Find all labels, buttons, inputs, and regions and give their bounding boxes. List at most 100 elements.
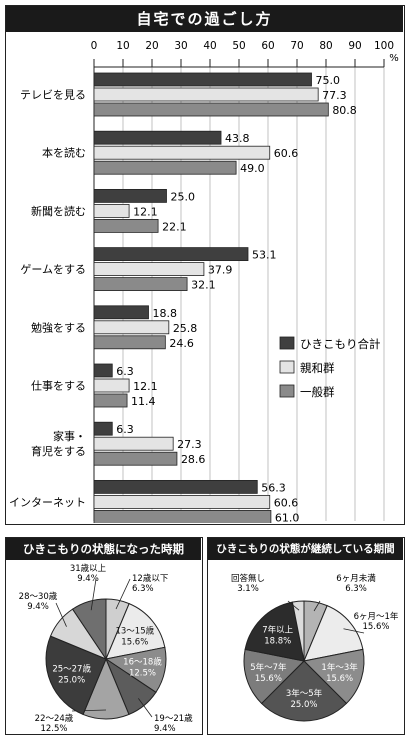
x-tick-label: 20 — [145, 40, 158, 52]
bar — [93, 188, 167, 203]
bar — [93, 277, 188, 292]
duration-title: ひきこもりの状態が継続している期間 — [208, 538, 403, 560]
pie-slice — [71, 598, 107, 661]
percent-unit: % — [389, 53, 399, 64]
pie-slice — [244, 601, 305, 662]
slice-label: 28～30歳 — [19, 591, 58, 602]
bar — [93, 320, 170, 335]
bar — [93, 436, 174, 451]
bar — [93, 218, 159, 233]
leader-line — [55, 602, 67, 627]
bar — [93, 421, 113, 436]
bar-value-label: 60.6 — [274, 496, 299, 509]
bar-value-label: 77.3 — [322, 89, 347, 102]
top-title: 自宅での過ごし方 — [6, 6, 403, 32]
pie-slice — [260, 660, 348, 722]
pie-slice — [302, 648, 365, 705]
legend-swatch — [279, 360, 295, 374]
bar — [93, 87, 319, 102]
slice-label: 6ヶ月～1年 — [354, 611, 399, 622]
slice-value: 12.5% — [40, 724, 67, 733]
bar-value-label: 6.3 — [116, 365, 133, 378]
bar — [93, 145, 271, 160]
x-tick-label: 100 — [374, 40, 394, 52]
slice-label: 25～27歳 — [52, 663, 91, 674]
slice-label: 13～15歳 — [115, 625, 154, 636]
bar — [93, 305, 149, 320]
x-tick-label: 0 — [91, 40, 98, 52]
slice-value: 3.1% — [237, 584, 259, 594]
slice-value: 25.0% — [58, 675, 85, 685]
slice-label: 6ヶ月未満 — [336, 573, 376, 584]
pie-slice — [291, 600, 305, 662]
slice-value: 9.4% — [154, 724, 176, 733]
x-tick-label: 60 — [261, 40, 274, 52]
bar — [93, 393, 128, 408]
bar-value-label: 6.3 — [116, 423, 133, 436]
x-tick-label: 70 — [290, 40, 303, 52]
legend-label: 親和群 — [300, 361, 335, 375]
bar — [93, 247, 249, 262]
slice-label: 12歳以下 — [132, 573, 169, 584]
slice-value: 18.8% — [264, 637, 291, 647]
x-tick-label: 40 — [203, 40, 216, 52]
slice-label: 19～21歳 — [154, 713, 193, 724]
bar-value-label: 49.0 — [240, 162, 265, 175]
bar — [93, 509, 272, 523]
bar-value-label: 12.1 — [133, 380, 158, 393]
x-tick-label: 80 — [319, 40, 332, 52]
bar-value-label: 60.6 — [274, 147, 299, 160]
x-tick-label: 50 — [232, 40, 245, 52]
slice-value: 9.4% — [77, 574, 99, 584]
slice-label: 5年～7年 — [250, 662, 287, 673]
duration-panel: ひきこもりの状態が継続している期間 6ヶ月未満 6.3% 6ヶ月～1年 15.6% 回答… — [207, 537, 405, 735]
bar — [93, 451, 178, 466]
slice-value: 25.0% — [290, 700, 317, 710]
category-label: 勉強をする — [31, 320, 86, 334]
bar — [93, 378, 130, 393]
bar — [93, 130, 222, 145]
bar — [93, 72, 312, 87]
slice-label: 1年～3年 — [321, 662, 358, 673]
bar-value-label: 25.8 — [173, 322, 198, 335]
bar — [93, 494, 271, 509]
x-tick-label: 90 — [348, 40, 361, 52]
bar — [93, 262, 205, 277]
slice-label: 22～24歳 — [35, 713, 74, 724]
pie-slice — [45, 635, 107, 716]
leader-line — [115, 578, 131, 610]
x-tick-label: 30 — [174, 40, 187, 52]
category-label: 新聞を読む — [31, 204, 86, 218]
bar — [93, 160, 237, 175]
bar-value-label: 28.6 — [181, 453, 206, 466]
bar-value-label: 12.1 — [133, 205, 158, 218]
leader-line — [287, 600, 300, 611]
bar-value-label: 61.0 — [275, 511, 300, 523]
slice-label: 31歳以上 — [70, 563, 107, 574]
bar-value-label: 27.3 — [177, 438, 202, 451]
category-label: 育児をする — [31, 444, 86, 458]
top-panel: 自宅での過ごし方 % 0 10 20 30 40 50 60 70 80 90 100 テレビを見る… — [5, 5, 405, 525]
slice-value: 12.5% — [129, 668, 156, 678]
bar-value-label: 56.3 — [261, 481, 286, 494]
leader-line — [90, 578, 97, 611]
bar-chart: % 0 10 20 30 40 50 60 70 80 90 100 テレビを見る本を読む新聞を読む… — [9, 40, 399, 523]
onset-panel: ひきこもりの状態になった時期 12歳以下 6.3% 19～21歳 9.4% 22～24歳… — [5, 537, 203, 735]
category-label: インターネット — [9, 496, 86, 509]
slice-value: 15.6% — [326, 674, 353, 684]
onset-title: ひきこもりの状態になった時期 — [6, 538, 201, 560]
category-label: 本を読む — [42, 146, 86, 160]
category-label: テレビを見る — [20, 89, 86, 102]
slice-label: 3年～5年 — [286, 688, 323, 699]
bar-value-label: 43.8 — [225, 132, 250, 145]
leader-line — [313, 600, 321, 612]
bar-value-label: 11.4 — [131, 395, 156, 408]
bar — [93, 479, 258, 494]
bar — [93, 335, 166, 350]
bar-value-label: 53.1 — [252, 249, 276, 262]
bar-value-label: 25.0 — [171, 190, 196, 203]
bar-value-label: 22.1 — [162, 220, 187, 233]
bar-value-label: 32.1 — [191, 279, 216, 292]
legend-swatch — [279, 384, 295, 398]
slice-label: 16～18歳 — [123, 656, 162, 667]
